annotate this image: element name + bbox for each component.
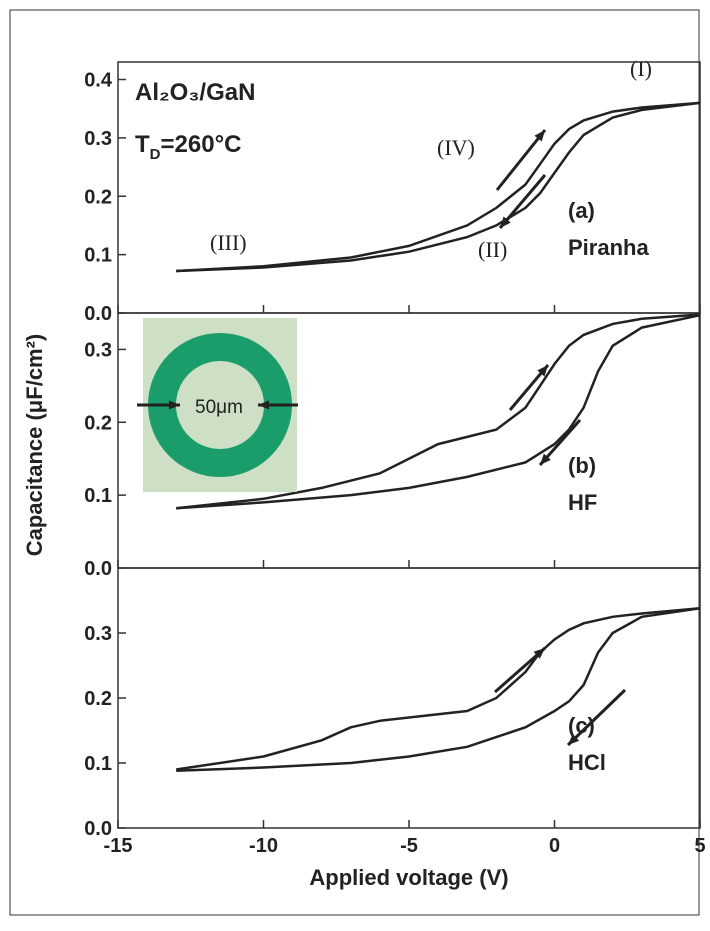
y-tick-label: 0.1 — [84, 753, 112, 775]
temperature-rest: =260°C — [161, 131, 242, 158]
curve — [176, 101, 701, 273]
sweep-label: (II) — [478, 237, 507, 262]
x-tick-label: -5 — [400, 835, 418, 857]
y-tick-label: 0.0 — [84, 303, 112, 325]
sweep-label: (IV) — [437, 135, 475, 160]
arrow-head — [534, 130, 545, 142]
curve — [176, 101, 701, 273]
curve — [176, 313, 701, 510]
arrow-head — [500, 216, 511, 228]
y-tick-label: 0.0 — [84, 558, 112, 580]
panel-label: (b) — [568, 453, 596, 478]
y-tick-label: 0.3 — [84, 623, 112, 645]
x-tick-label: -10 — [249, 835, 278, 857]
sweep-label: (I) — [630, 56, 652, 81]
curve — [176, 313, 701, 510]
arrow-head — [568, 733, 580, 745]
y-tick-label: 0.0 — [84, 818, 112, 840]
arrow-head — [533, 648, 545, 659]
x-tick-label: -15 — [104, 835, 133, 857]
arrow — [498, 174, 547, 229]
arrow-head — [258, 400, 270, 410]
y-tick-label: 0.3 — [84, 339, 112, 361]
inset-label: 50μm — [195, 397, 243, 418]
panel-label: (a) — [568, 198, 595, 223]
y-tick-label: 0.1 — [84, 245, 112, 267]
arrow-head — [537, 365, 548, 377]
x-tick-label: 0 — [549, 835, 560, 857]
y-tick-label: 0.1 — [84, 485, 112, 507]
y-tick-label: 0.2 — [84, 688, 112, 710]
treatment-label: HCl — [568, 750, 606, 775]
x-tick-label: 5 — [694, 835, 705, 857]
arrow — [494, 646, 546, 694]
temperature-label: TD=260°C — [135, 131, 242, 163]
panel-label: (c) — [568, 713, 595, 738]
treatment-label: HF — [568, 490, 597, 515]
x-axis-title: Applied voltage (V) — [309, 865, 508, 890]
y-tick-label: 0.2 — [84, 412, 112, 434]
curve — [176, 607, 701, 773]
y-tick-label: 0.4 — [84, 70, 113, 92]
arrow — [495, 129, 547, 191]
arrow-head — [540, 453, 551, 465]
arrow-head — [168, 400, 180, 410]
y-axis-title: Capacitance (μF/cm²) — [22, 334, 47, 557]
y-tick-label: 0.2 — [84, 186, 112, 208]
plot-frame — [117, 567, 701, 829]
temperature-base: T — [135, 131, 150, 158]
y-tick-label: 0.3 — [84, 128, 112, 150]
figure-frame — [9, 9, 700, 916]
sweep-label: (III) — [210, 230, 247, 255]
material-label: Al₂O₃/GaN — [135, 79, 255, 106]
curve — [176, 607, 701, 771]
treatment-label: Piranha — [568, 235, 649, 260]
arrow — [566, 688, 627, 747]
temperature-sub: D — [150, 146, 161, 163]
